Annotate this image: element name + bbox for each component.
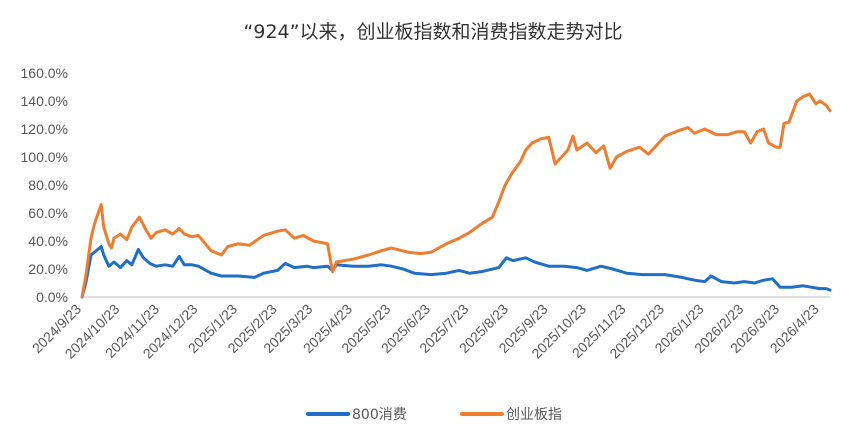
y-tick-label: 40.0% [28, 233, 68, 249]
y-tick-label: 20.0% [28, 261, 68, 277]
y-tick-label: 80.0% [28, 177, 68, 193]
series-line-1 [80, 245, 832, 299]
legend: 800消费 创业板指 [306, 407, 562, 423]
x-axis: 2024/9/232024/10/232024/11/232024/12/232… [29, 301, 822, 362]
y-axis: 0.0% 20.0% 40.0% 60.0% 80.0% 100.0% 120.0% 140.… [21, 65, 68, 305]
legend-label: 创业板指 [506, 407, 562, 423]
y-tick-label: 0.0% [36, 289, 68, 305]
y-tick-label: 160.0% [21, 65, 68, 81]
chart-title: “924”以来，创业板指数和消费指数走势对比 [244, 21, 623, 43]
series-line-2 [80, 92, 832, 299]
y-tick-label: 140.0% [21, 93, 68, 109]
y-tick-label: 120.0% [21, 121, 68, 137]
plot-area [80, 92, 832, 299]
y-tick-label: 60.0% [28, 205, 68, 221]
y-tick-label: 100.0% [21, 149, 68, 165]
legend-label: 800消费 [352, 407, 407, 423]
